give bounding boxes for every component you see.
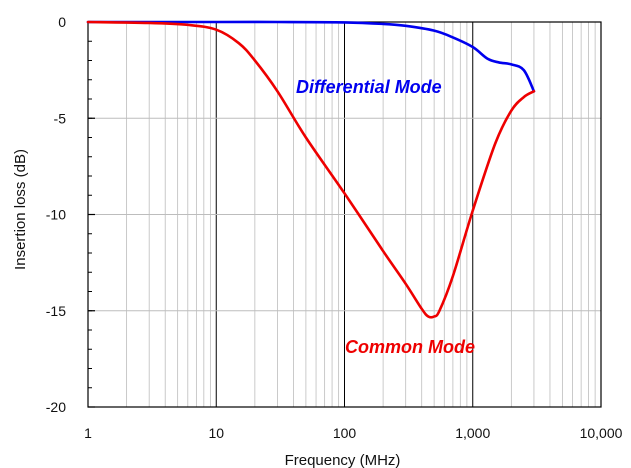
y-tick-label: -10 (46, 207, 66, 223)
annotation-common-mode: Common Mode (345, 337, 475, 357)
y-axis-title: Insertion loss (dB) (12, 149, 29, 270)
y-tick-label: 0 (58, 14, 66, 30)
annotation-differential-mode: Differential Mode (296, 77, 442, 97)
x-tick-label: 100 (333, 425, 357, 441)
x-axis-ticks: 1 10 100 1,000 10,000 (84, 425, 623, 441)
y-axis-ticks: 0 -5 -10 -15 -20 (46, 14, 95, 415)
y-tick-label: -5 (54, 110, 67, 126)
y-tick-label: -20 (46, 399, 66, 415)
x-axis-title: Frequency (MHz) (285, 452, 401, 468)
x-tick-label: 1 (84, 425, 92, 441)
x-tick-label: 10 (208, 425, 224, 441)
x-tick-label: 1,000 (455, 425, 490, 441)
series-line-common-mode (86, 20, 536, 319)
series-layer (86, 20, 536, 319)
x-tick-label: 10,000 (580, 425, 623, 441)
y-tick-label: -15 (46, 303, 66, 319)
series-line-differential-mode (86, 20, 536, 93)
